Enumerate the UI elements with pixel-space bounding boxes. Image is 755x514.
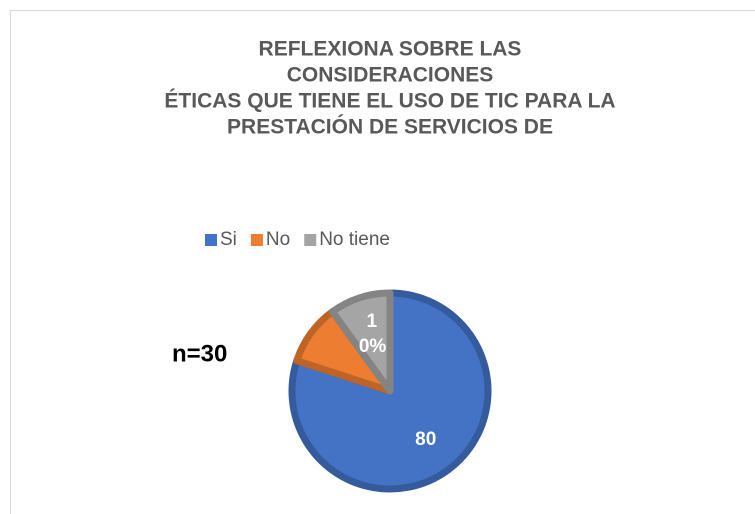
chart-title: REFLEXIONA SOBRE LAS: [259, 38, 522, 61]
legend-label: No tiene: [319, 229, 390, 250]
data-label-text: 80: [415, 429, 437, 451]
pie-slice: [288, 289, 492, 493]
pie-slice: [328, 289, 394, 395]
chart-title: ÉTICAS QUE TIENE EL USO DE TIC PARA LA: [164, 90, 615, 113]
legend-swatch: [205, 234, 217, 246]
data-label: 80: [415, 429, 437, 451]
chart-title: PRESTACIÓN DE SERVICIOS DE: [227, 115, 553, 139]
chart-title: CONSIDERACIONES: [287, 64, 494, 87]
legend-label: No: [266, 229, 290, 250]
legend-swatch: [304, 234, 317, 246]
legend-label: Si: [220, 229, 237, 250]
legend-swatch: [250, 234, 263, 246]
annotation: n=30: [172, 340, 227, 367]
data-label-text: 10%: [358, 311, 387, 358]
data-label: 10%: [358, 311, 387, 358]
